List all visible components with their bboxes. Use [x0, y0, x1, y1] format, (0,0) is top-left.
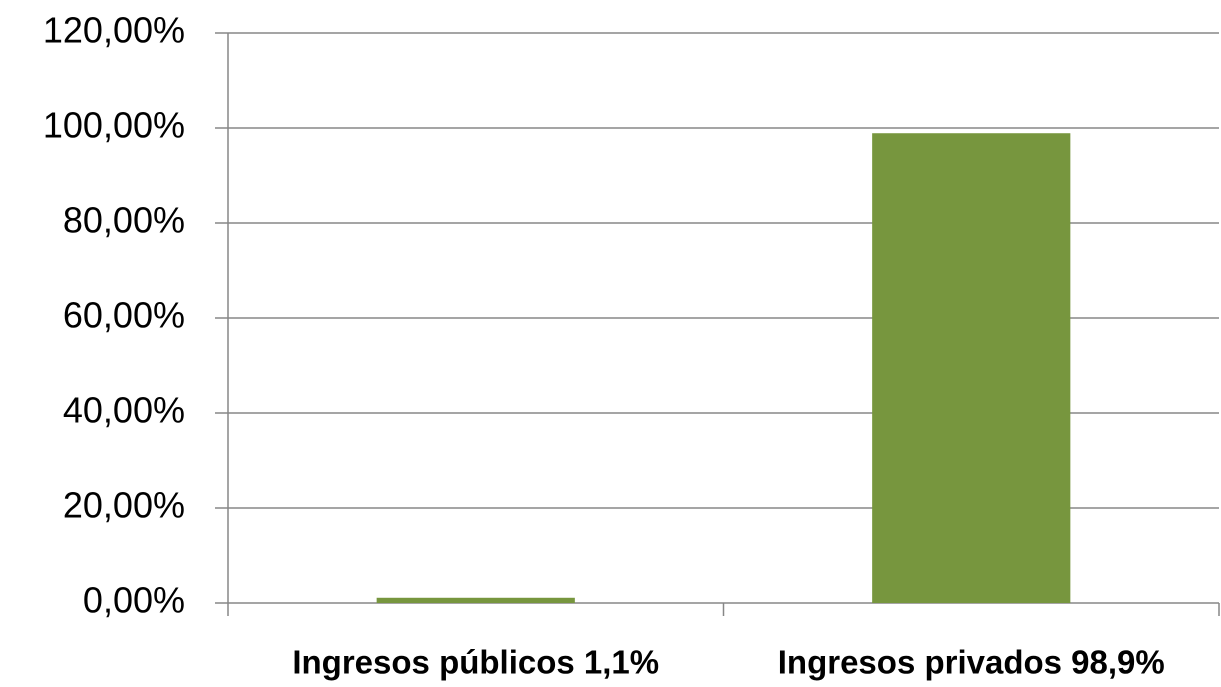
y-tick-label: 0,00%	[83, 580, 185, 621]
y-tick-label: 20,00%	[63, 485, 185, 526]
y-tick-label: 100,00%	[43, 105, 185, 146]
x-tick-label: Ingresos privados 98,9%	[778, 644, 1165, 681]
y-tick-label: 40,00%	[63, 390, 185, 431]
y-tick-label: 60,00%	[63, 295, 185, 336]
bar	[872, 133, 1071, 603]
bar	[376, 597, 575, 603]
y-tick-label: 80,00%	[63, 200, 185, 241]
y-tick-label: 120,00%	[43, 10, 185, 51]
x-tick-label: Ingresos públicos 1,1%	[292, 644, 659, 681]
